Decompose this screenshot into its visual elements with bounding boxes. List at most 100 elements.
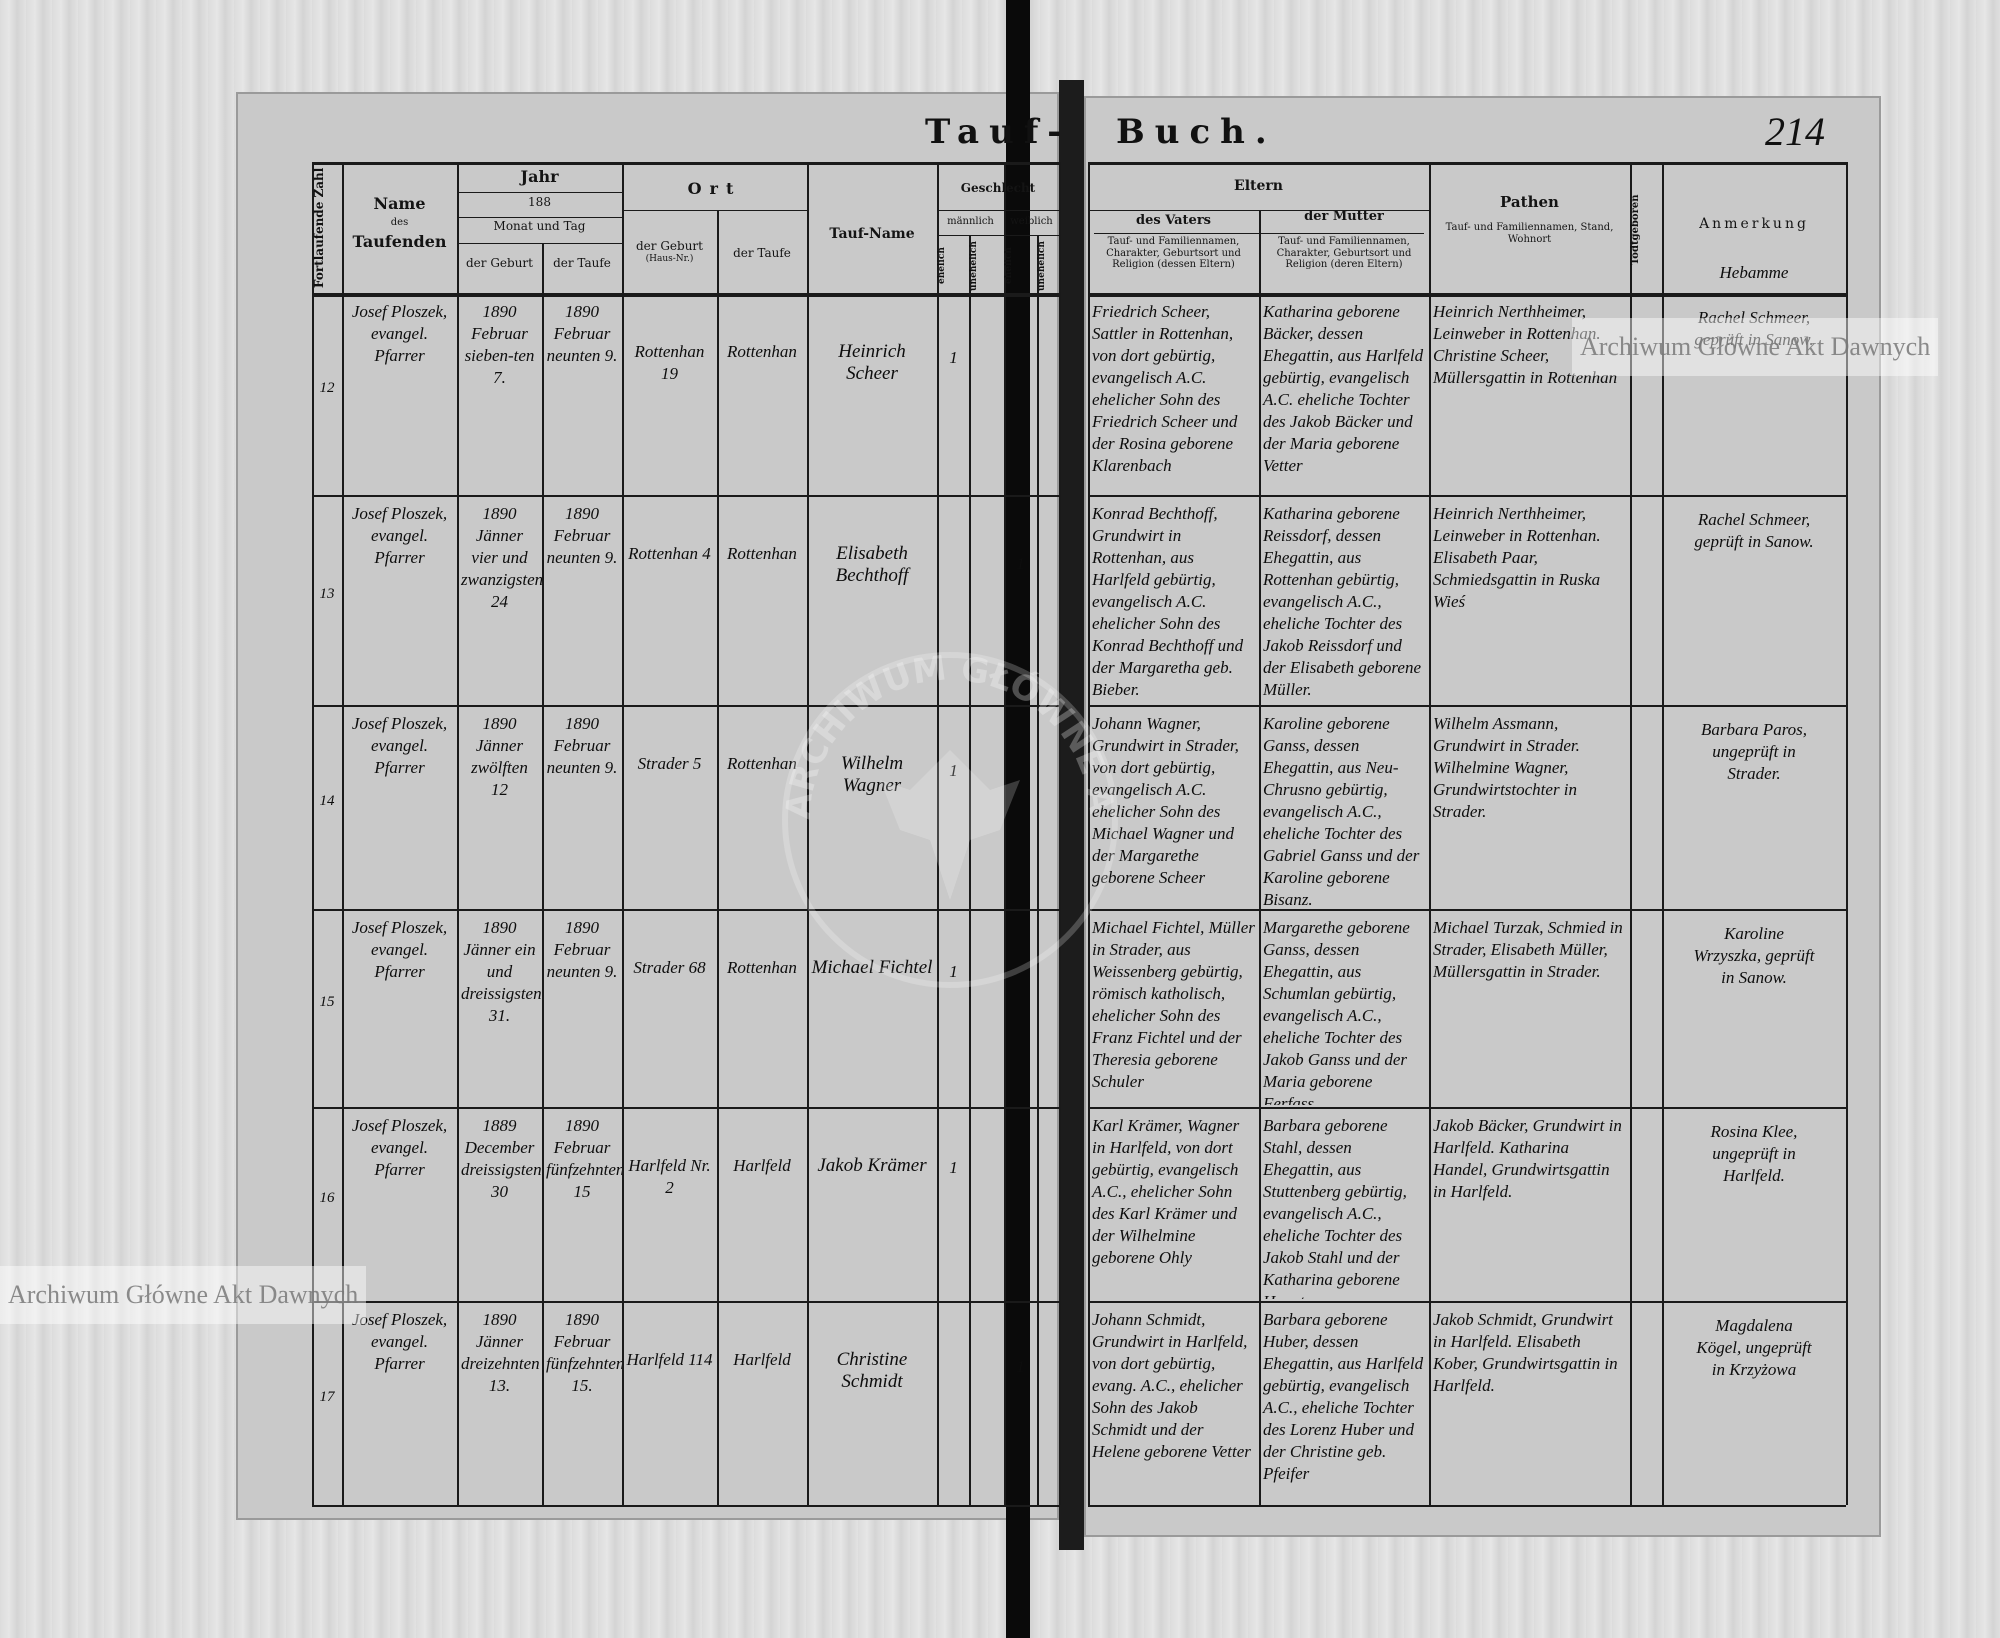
sex-mark: 1: [937, 760, 970, 784]
column-divider: [457, 162, 459, 1505]
column-divider: [969, 235, 971, 1505]
baptismal-name: Heinrich Scheer: [838, 341, 906, 384]
header-w-unehelich: unehelich: [1037, 241, 1047, 291]
header-jahr-taufe: der Taufe: [553, 256, 611, 270]
header-ort-taufe: der Taufe: [733, 246, 791, 260]
row-divider: [1088, 909, 1846, 911]
baptism-place: Rottenhan: [727, 544, 797, 563]
mother-entry: Karoline geborene Ganss, dessen Ehegatti…: [1263, 714, 1420, 907]
midwife-note: Karoline Wrzyszka, geprüft in Sanow.: [1693, 924, 1815, 987]
sex-mark: 1: [1016, 1357, 1025, 1376]
row-divider: [312, 1107, 1059, 1109]
baptism-date: 1890 Februar neunten 9.: [546, 302, 618, 365]
baptism-place: Rottenhan: [727, 754, 797, 773]
header-todtgeboren: Todtgeboren: [1630, 194, 1641, 266]
header-line: [937, 235, 1059, 236]
baptism-place: Harlfeld: [733, 1350, 791, 1369]
godparents-entry: Michael Turzak, Schmied in Strader, Elis…: [1433, 918, 1623, 981]
midwife-note: Rosina Klee, ungeprüft in Harlfeld.: [1710, 1122, 1798, 1185]
row-divider: [1088, 1505, 1846, 1507]
father-entry: Karl Krämer, Wagner in Harlfeld, von dor…: [1092, 1116, 1240, 1267]
midwife-note: Rachel Schmeer, geprüft in Sanow.: [1694, 510, 1814, 551]
header-vater: des Vaters: [1136, 213, 1211, 228]
column-divider: [717, 210, 719, 1505]
header-ort-haus: (Haus-Nr.): [645, 253, 694, 264]
header-ort-geburt-label: der Geburt: [636, 239, 703, 253]
column-divider: [1037, 235, 1039, 1505]
birth-date: 1890 Jänner zwölften 12: [471, 714, 528, 799]
header-line: [622, 210, 807, 211]
row-divider: [1088, 705, 1846, 707]
mother-entry: Margarethe geborene Ganss, dessen Ehegat…: [1263, 918, 1410, 1105]
header-jahr: Jahr: [520, 167, 559, 186]
baptism-place: Harlfeld: [733, 1156, 791, 1175]
column-divider: [542, 243, 544, 1505]
birth-place: Harlfeld Nr. 2: [628, 1156, 711, 1197]
header-name-title: Name: [373, 194, 426, 213]
birth-date: 1890 Februar sieben-ten 7.: [464, 302, 535, 387]
godparents-entry: Jakob Schmidt, Grundwirt in Harlfeld. El…: [1433, 1310, 1618, 1395]
header-taufname: Tauf-Name: [829, 226, 915, 242]
father-entry: Friedrich Scheer, Sattler in Rottenhan, …: [1092, 302, 1238, 475]
header-pathen: Pathen: [1500, 193, 1559, 211]
mother-entry: Katharina geborene Bäcker, dessen Ehegat…: [1263, 302, 1424, 475]
header-ort: Ort: [687, 179, 742, 198]
watermark-top-right: Archiwum Główne Akt Dawnych: [1572, 318, 1939, 376]
baptism-place: Rottenhan: [727, 342, 797, 361]
header-mutter-desc: Tauf- und Familiennamen, Charakter, Gebu…: [1276, 236, 1412, 270]
column-divider: [342, 162, 344, 1505]
header-mutter: der Mutter: [1304, 209, 1384, 224]
father-entry: Johann Wagner, Grundwirt in Strader, von…: [1092, 714, 1239, 887]
header-name-sub: Taufenden: [352, 231, 447, 251]
header-name-des: des: [390, 217, 409, 229]
row-divider: [1088, 1301, 1846, 1303]
baptizer-name: Josef Ploszek, evangel. Pfarrer: [351, 918, 448, 981]
header-m-ehelich: ehelich: [937, 247, 947, 285]
header-bottom-border: [1088, 293, 1846, 297]
godparents-entry: Heinrich Nerthheimer, Leinweber in Rotte…: [1433, 504, 1601, 611]
father-entry: Konrad Bechthoff, Grundwirt in Rottenhan…: [1092, 504, 1244, 699]
father-entry: Michael Fichtel, Müller in Strader, aus …: [1092, 918, 1255, 1091]
row-number: 12: [319, 380, 335, 396]
sex-mark: 1: [949, 348, 958, 367]
right-page: [1084, 96, 1881, 1537]
baptism-date: 1890 Februar fünfzehnten 15.: [546, 1310, 622, 1395]
eagle-emblem: [880, 750, 1020, 900]
midwife-note: Magdalena Kögel, ungeprüft in Krzyżowa: [1696, 1316, 1812, 1379]
birth-place: Rottenhan 19: [634, 342, 705, 383]
row-divider: [1088, 1107, 1846, 1109]
mother-entry: Barbara geborene Stahl, dessen Ehegattin…: [1263, 1116, 1407, 1299]
header-line: [937, 210, 1059, 211]
baptismal-name: Elisabeth Bechthoff: [835, 543, 909, 586]
header-geschlecht: Geschlecht: [960, 181, 1036, 195]
birth-place: Harlfeld 114: [626, 1350, 713, 1369]
row-number: 17: [319, 1389, 335, 1405]
baptism-date: 1890 Februar neunten 9.: [546, 504, 618, 567]
godparents-entry: Jakob Bäcker, Grundwirt in Harlfeld. Kat…: [1433, 1116, 1622, 1201]
midwife-note: Barbara Paros, ungeprüft in Strader.: [1700, 720, 1808, 783]
column-divider: [312, 162, 314, 1505]
column-divider: [1429, 162, 1431, 1505]
header-year: 188: [528, 195, 551, 209]
column-divider: [1259, 210, 1261, 1505]
header-ort-geburt: der Geburt (Haus-Nr.): [622, 239, 717, 264]
birth-date: 1890 Jänner dreizehnten 13.: [461, 1310, 540, 1395]
title-left: Tauf-: [925, 112, 1072, 152]
column-divider: [937, 162, 939, 1505]
title-right: Buch.: [1116, 112, 1277, 152]
left-page: [236, 92, 1059, 1520]
father-entry: Johann Schmidt, Grundwirt in Harlfeld, v…: [1092, 1310, 1251, 1461]
godparents-entry: Wilhelm Assmann, Grundwirt in Strader. W…: [1433, 714, 1580, 821]
column-divider: [1662, 162, 1664, 1505]
sex-mark: 1: [949, 1158, 958, 1177]
row-divider: [312, 909, 1059, 911]
archive-stamp: ARCHIWUM GŁÓWNE AKT DAWNYCH: [770, 640, 1121, 988]
header-jahr-geburt: der Geburt: [466, 256, 533, 270]
header-monat-tag: Monat und Tag: [493, 219, 586, 233]
baptismal-name: Jakob Krämer: [817, 1155, 927, 1176]
sex-mark: 1: [949, 962, 958, 981]
column-divider: [807, 162, 809, 1505]
page-number: 214: [1765, 109, 1825, 154]
baptism-date: 1890 Februar neunten 9.: [546, 918, 618, 981]
baptism-date: 1890 Februar fünfzehnten 15: [546, 1116, 622, 1201]
